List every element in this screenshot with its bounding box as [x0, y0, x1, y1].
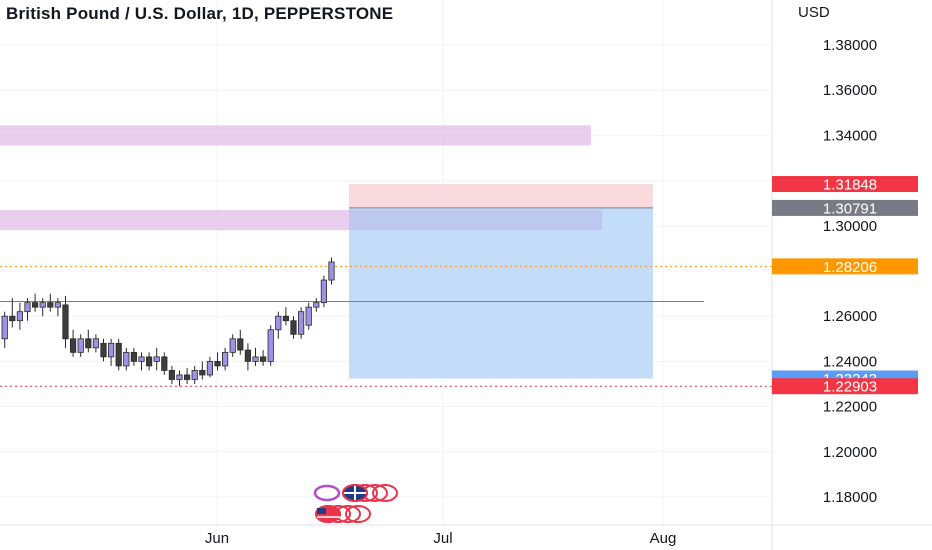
candle	[244, 349, 251, 362]
candle	[282, 315, 290, 322]
candle	[138, 356, 145, 362]
candle	[206, 360, 213, 376]
drawing-zones[interactable]	[0, 125, 653, 379]
currency-label: USD	[798, 4, 830, 21]
price-label[interactable]: 1.31848	[823, 177, 877, 194]
price-label[interactable]: 1.28206	[823, 259, 877, 276]
candles	[1, 257, 335, 387]
candle	[290, 320, 297, 335]
candle	[161, 356, 168, 371]
candle	[85, 338, 92, 349]
candle	[275, 315, 282, 331]
candle	[123, 351, 130, 367]
price-tick-label: 1.38000	[823, 37, 877, 54]
time-tick-label: Aug	[650, 530, 677, 547]
price-tick-label: 1.22000	[823, 399, 877, 416]
price-tick-label: 1.36000	[823, 82, 877, 99]
price-tick-label: 1.24000	[823, 353, 877, 370]
price-label-bg	[772, 176, 918, 193]
us-flag-icon-ring	[345, 505, 371, 523]
candle	[77, 338, 84, 353]
candle	[191, 370, 198, 380]
candle	[108, 342, 115, 358]
candle	[221, 351, 229, 367]
candle	[328, 261, 335, 281]
price-tick-label: 1.30000	[823, 218, 877, 235]
candle	[252, 356, 259, 362]
candle	[16, 311, 24, 322]
take-profit-zone[interactable]	[349, 207, 653, 379]
candle	[100, 342, 107, 358]
candle	[237, 338, 244, 351]
candle	[176, 374, 183, 380]
candle	[9, 315, 16, 322]
time-tick-label: Jul	[433, 530, 452, 547]
price-label-bg	[772, 258, 918, 275]
stop-loss-zone[interactable]	[349, 184, 653, 208]
purple-zone-upper[interactable]	[0, 125, 591, 146]
flag-logos	[313, 484, 398, 523]
price-tick-label: 1.18000	[823, 489, 877, 506]
price-label-bg	[772, 199, 918, 216]
candle	[297, 311, 305, 335]
candle	[267, 329, 274, 362]
price-label[interactable]: 1.30791	[823, 200, 877, 217]
candle	[153, 356, 160, 362]
candle	[168, 370, 175, 380]
candle	[54, 302, 62, 308]
candle	[39, 302, 46, 308]
candle	[32, 302, 39, 308]
candle	[145, 356, 153, 367]
candle	[115, 342, 122, 367]
chart-title: British Pound / U.S. Dollar, 1D, PEPPERS…	[6, 4, 394, 23]
purple-zone-overlap	[349, 209, 602, 231]
candle	[199, 370, 206, 376]
time-tick-label: Jun	[205, 530, 229, 547]
price-tick-label: 1.34000	[823, 127, 877, 144]
candle	[183, 374, 191, 380]
time-axis[interactable]: Jun Jul Aug	[205, 530, 676, 547]
candle	[313, 302, 320, 308]
price-label-bg	[772, 378, 918, 395]
candle	[229, 338, 236, 353]
candle	[92, 338, 99, 349]
price-label[interactable]: 1.22903	[823, 379, 877, 396]
candle	[214, 360, 221, 367]
candle	[305, 306, 312, 326]
candle	[62, 304, 69, 340]
candle	[70, 338, 77, 353]
candle	[1, 315, 8, 340]
swirl-icon	[313, 484, 341, 502]
uk-flag-icon-ring	[372, 484, 398, 502]
candle	[130, 351, 137, 362]
price-lines[interactable]	[0, 265, 772, 387]
candle	[320, 279, 328, 304]
candle	[47, 302, 54, 308]
us-flag-canton	[317, 508, 326, 514]
candle	[24, 302, 31, 313]
candle	[259, 356, 267, 362]
price-tick-label: 1.20000	[823, 444, 877, 461]
price-tick-label: 1.26000	[823, 308, 877, 325]
price-axis[interactable]: 1.38000 1.36000 1.34000 1.30000 1.26000 1.240…	[772, 37, 918, 506]
